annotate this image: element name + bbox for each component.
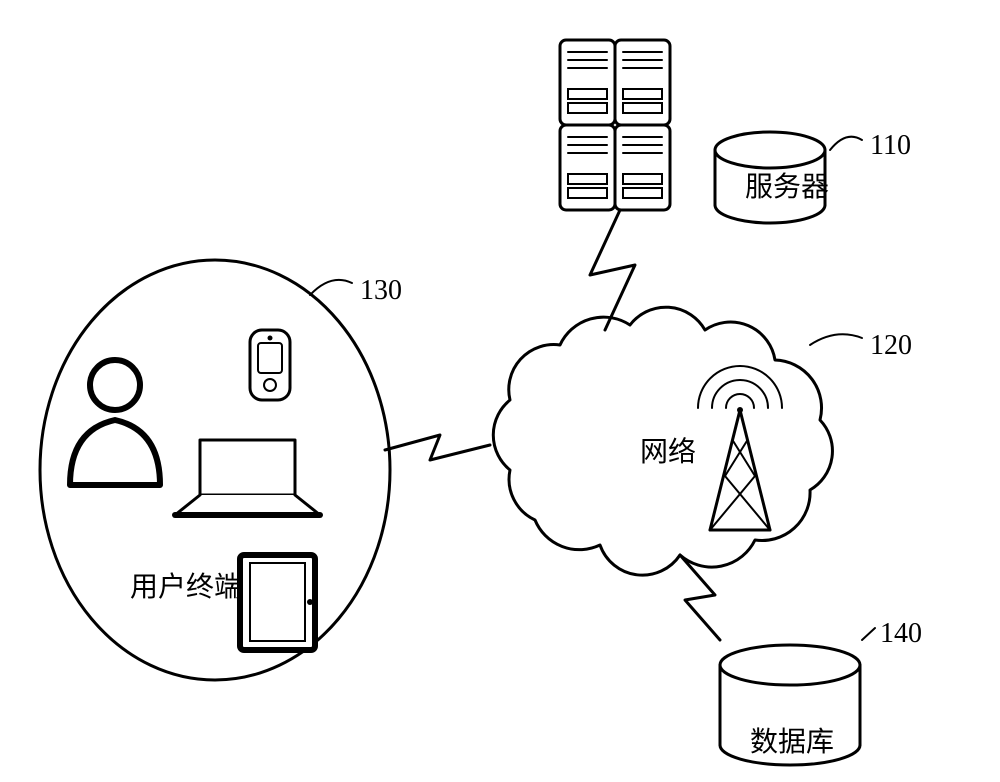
database-ref: 140 (880, 618, 922, 650)
database-label: 数据库 (750, 720, 834, 760)
server-label: 服务器 (745, 165, 829, 205)
network-label: 网络 (640, 430, 696, 470)
network-ref: 120 (870, 330, 912, 362)
terminal-ref: 130 (360, 275, 402, 307)
diagram-canvas (0, 0, 1000, 782)
terminal-label: 用户终端 (130, 565, 242, 605)
server-ref: 110 (870, 130, 911, 162)
